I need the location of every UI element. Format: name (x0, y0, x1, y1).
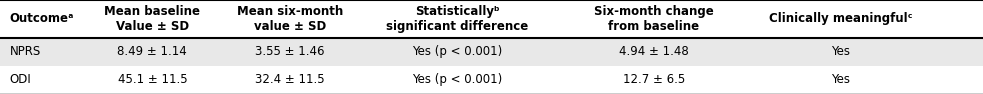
Text: 45.1 ± 11.5: 45.1 ± 11.5 (118, 73, 187, 86)
Text: Outcomeᵃ: Outcomeᵃ (10, 12, 74, 25)
Text: Mean baseline
Value ± SD: Mean baseline Value ± SD (104, 5, 201, 33)
Text: 12.7 ± 6.5: 12.7 ± 6.5 (622, 73, 685, 86)
Text: 3.55 ± 1.46: 3.55 ± 1.46 (256, 45, 324, 58)
Text: Yes: Yes (831, 73, 850, 86)
Text: NPRS: NPRS (10, 45, 41, 58)
Text: 4.94 ± 1.48: 4.94 ± 1.48 (619, 45, 688, 58)
Bar (0, 38, 983, 66)
Text: Mean six-month
value ± SD: Mean six-month value ± SD (237, 5, 343, 33)
Text: Six-month change
from baseline: Six-month change from baseline (594, 5, 714, 33)
Text: ODI: ODI (10, 73, 31, 86)
Text: 32.4 ± 11.5: 32.4 ± 11.5 (256, 73, 324, 86)
Text: Yes (p < 0.001): Yes (p < 0.001) (412, 45, 502, 58)
Text: Yes: Yes (831, 45, 850, 58)
Text: Statisticallyᵇ
significant difference: Statisticallyᵇ significant difference (386, 5, 528, 33)
Text: 8.49 ± 1.14: 8.49 ± 1.14 (118, 45, 187, 58)
Text: Clinically meaningfulᶜ: Clinically meaningfulᶜ (769, 12, 912, 25)
Text: Yes (p < 0.001): Yes (p < 0.001) (412, 73, 502, 86)
Bar (0, 66, 983, 94)
